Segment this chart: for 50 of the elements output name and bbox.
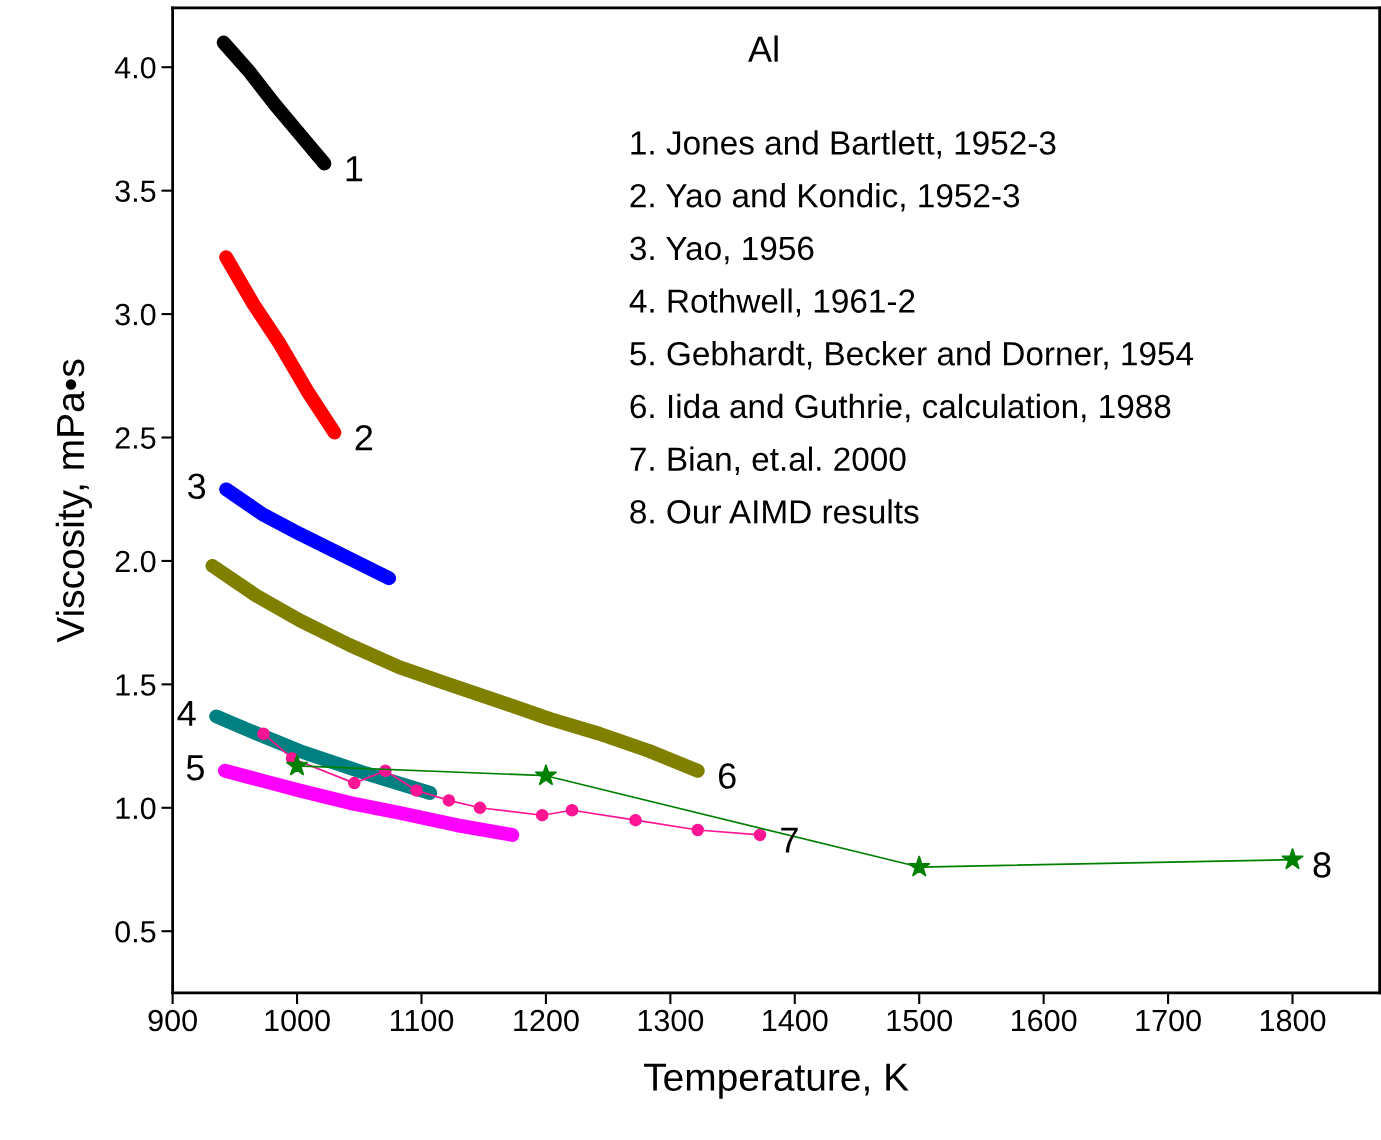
point <box>442 794 456 807</box>
x-tick-label: 1100 <box>390 1009 454 1032</box>
annotation: 5. Gebhardt, Becker and Dorner, 1954 <box>630 341 1194 370</box>
x-tick-label: 1800 <box>1260 1009 1326 1032</box>
y-tick-label: 1.0 <box>116 797 156 820</box>
annotation: 4 <box>177 700 196 726</box>
annotation: 2 <box>355 425 373 451</box>
point <box>691 823 704 837</box>
y-tick-label: 0.5 <box>115 920 156 943</box>
x-axis-title: Temperature, K <box>644 1063 909 1099</box>
x-tick-label: 1700 <box>1136 1009 1201 1032</box>
point <box>473 801 487 815</box>
point <box>753 828 767 842</box>
annotation: 8 <box>1313 852 1331 878</box>
x-tick-label: 1400 <box>763 1009 828 1032</box>
point <box>629 813 642 827</box>
point <box>285 754 309 776</box>
point <box>565 804 579 817</box>
y-axis-title: Viscosity, mPa•s <box>55 359 92 643</box>
point <box>348 776 361 790</box>
annotation: 2. Yao and Kondic, 1952-3 <box>630 183 1020 212</box>
x-tick-label: 900 <box>148 1009 197 1032</box>
annotation: 7. Bian, et.al. 2000 <box>630 446 906 475</box>
point <box>535 808 549 822</box>
x-tick-label: 1500 <box>887 1009 953 1032</box>
x-tick-label: 1600 <box>1012 1009 1077 1032</box>
annotation: 6 <box>719 763 736 789</box>
y-tick-label: 1.5 <box>116 674 156 696</box>
point <box>534 763 558 786</box>
annotation: 3 <box>187 473 206 500</box>
annotation: 5 <box>186 755 204 781</box>
y-tick-label: 2.5 <box>115 427 156 449</box>
y-tick-label: 2.0 <box>115 550 156 573</box>
annotation: 3. Yao, 1956 <box>630 236 814 265</box>
point <box>257 727 270 740</box>
y-tick-label: 4.0 <box>114 56 156 79</box>
x-tick-label: 1000 <box>265 1009 330 1032</box>
annotation: 8. Our AIMD results <box>630 499 919 524</box>
point <box>907 855 931 877</box>
annotation: 1 <box>346 156 363 182</box>
annotation: 6. Iida and Guthrie, calculation, 1988 <box>630 393 1171 423</box>
x-tick-label: 1300 <box>638 1009 704 1032</box>
point <box>410 784 423 797</box>
annotation: 4. Rothwell, 1961-2 <box>629 288 915 317</box>
annotation: 1. Jones and Bartlett, 1952-3 <box>631 130 1056 159</box>
text: Al <box>748 35 778 62</box>
point <box>1281 847 1304 870</box>
x-tick-label: 1200 <box>514 1009 579 1032</box>
y-tick-label: 3.5 <box>115 180 156 203</box>
y-tick-label: 3.0 <box>115 303 156 326</box>
